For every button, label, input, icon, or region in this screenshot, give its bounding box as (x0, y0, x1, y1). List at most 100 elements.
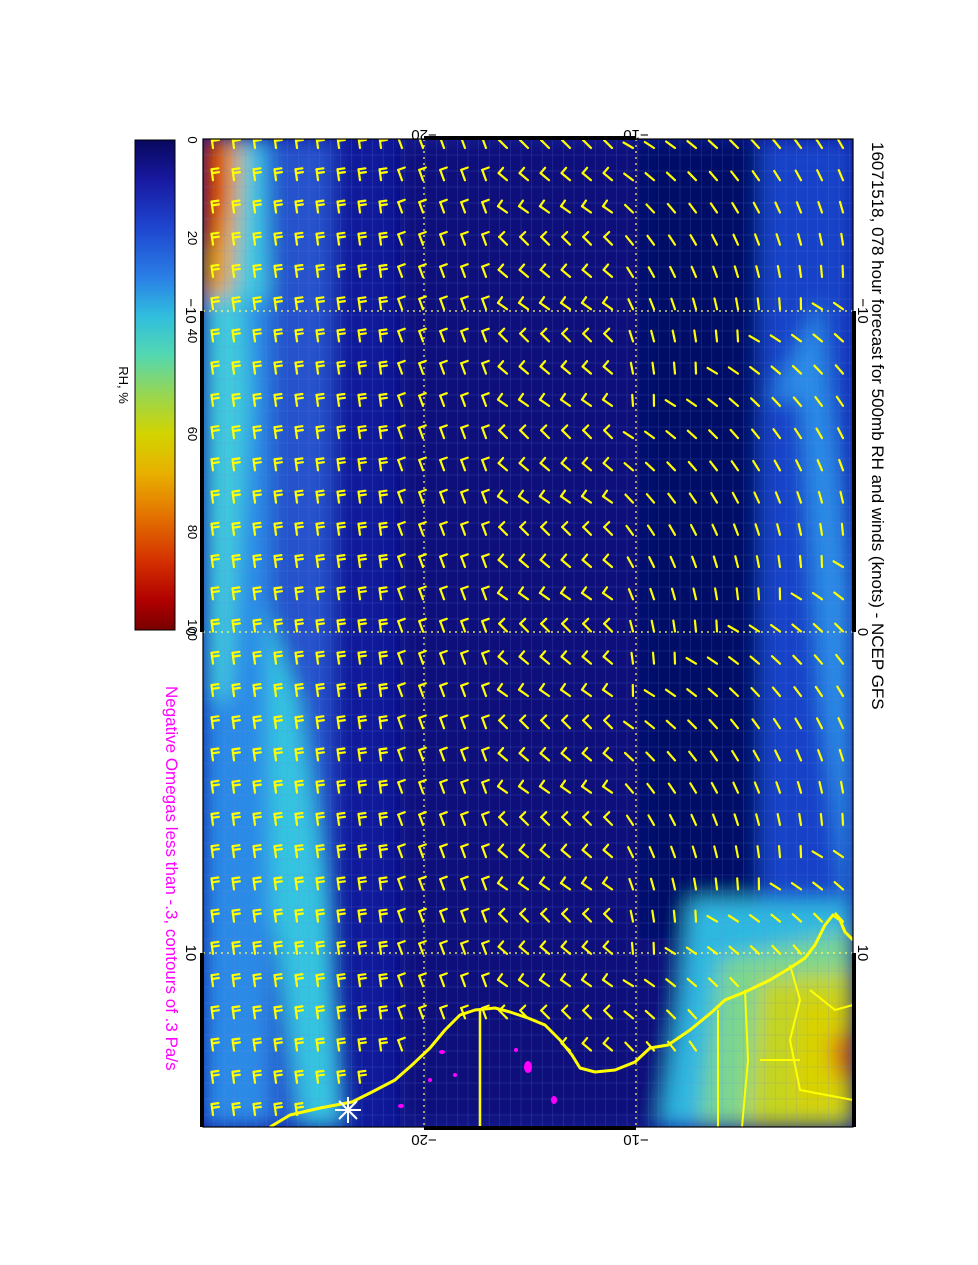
wind-barb (774, 491, 782, 504)
wind-barb (418, 1004, 427, 1020)
wind-barb (646, 234, 656, 246)
wind-barb (749, 913, 761, 923)
wind-barb (646, 782, 656, 794)
wind-barb (539, 553, 551, 569)
wind-barb (517, 972, 530, 988)
wind-barb (793, 686, 803, 698)
wind-barb (645, 203, 656, 214)
wind-barb (273, 489, 284, 504)
wind-barb (294, 521, 305, 536)
wind-barb (793, 427, 803, 440)
wind-barb (481, 198, 490, 214)
wind-barb (231, 1102, 242, 1117)
wind-barb (665, 719, 677, 730)
wind-barb (518, 360, 530, 375)
wind-barb (315, 263, 326, 278)
wind-barb (336, 844, 347, 859)
wind-barb (498, 520, 509, 536)
wind-barb (481, 811, 490, 827)
left-tick-label: 0 (182, 628, 199, 636)
wind-barb (273, 940, 284, 955)
wind-barb (538, 199, 551, 214)
wind-barb (336, 586, 347, 601)
wind-barb (460, 520, 469, 536)
wind-barb (651, 651, 656, 665)
wind-barb (517, 876, 530, 891)
wind-barb (397, 166, 406, 182)
wind-barb (378, 199, 389, 214)
wind-barb (294, 844, 305, 859)
wind-barb (231, 392, 242, 407)
wind-barb (481, 166, 490, 182)
wind-barb (731, 491, 740, 504)
wind-barb (713, 297, 719, 311)
wind-barb (252, 392, 263, 407)
wind-barb (601, 972, 614, 988)
wind-barb (439, 939, 448, 955)
wind-barb (833, 332, 845, 343)
map-panel: −20 −10 −20 −10 −10 0 10 −10 0 10 (182, 126, 871, 1148)
wind-barb (252, 973, 263, 988)
wind-barb (336, 489, 347, 504)
wind-barb (710, 233, 719, 246)
wind-barb (336, 1069, 347, 1084)
wind-barb (672, 619, 677, 633)
wind-barb (418, 843, 427, 859)
wind-barb (623, 462, 635, 472)
wind-barb (559, 682, 572, 698)
wind-barb (560, 843, 572, 859)
wind-barb (273, 1005, 284, 1020)
wind-barb (315, 683, 326, 698)
wind-barb (644, 461, 656, 472)
top-tick-label: −10 (623, 126, 648, 143)
wind-barb (460, 553, 469, 569)
wind-barb (815, 427, 824, 440)
wind-barb (497, 940, 509, 955)
wind-barb (315, 1005, 326, 1020)
wind-barb (561, 520, 572, 536)
wind-barb (418, 746, 427, 762)
wind-barb (418, 714, 427, 730)
wind-barb (481, 617, 490, 633)
wind-barb (665, 171, 677, 182)
wind-barb (210, 844, 221, 859)
wind-barb (622, 979, 635, 988)
wind-barb (231, 139, 242, 150)
wind-barb (561, 230, 572, 246)
left-tick-label: −10 (182, 298, 199, 323)
wind-barb (777, 844, 782, 859)
wind-barb (670, 297, 677, 311)
wind-barb (397, 682, 406, 698)
wind-barb (397, 907, 406, 923)
wind-barb (336, 392, 347, 407)
wind-barb (582, 520, 593, 536)
wind-barb (439, 585, 448, 601)
wind-barb (252, 231, 263, 246)
wind-barb (798, 554, 803, 569)
wind-barb (729, 718, 740, 730)
wind-barb (496, 392, 509, 407)
wind-barb (378, 139, 389, 150)
wind-barb (838, 748, 845, 762)
wind-barb (559, 296, 572, 311)
wind-barb (210, 908, 221, 923)
wind-barb (315, 618, 326, 633)
wind-barb (643, 978, 656, 988)
wind-barb (601, 876, 614, 891)
wind-barb (336, 199, 347, 214)
wind-barb (252, 554, 263, 569)
wind-barb (771, 139, 782, 150)
wind-barb (252, 844, 263, 859)
wind-barb (496, 586, 509, 601)
wind-barb (624, 235, 635, 246)
wind-barb (397, 359, 406, 375)
wind-barb (378, 425, 389, 440)
wind-barb (315, 199, 326, 214)
wind-barb (418, 682, 427, 698)
wind-barb (539, 166, 551, 182)
wind-barb (210, 811, 221, 827)
wind-barb (794, 169, 803, 182)
wind-barb (273, 167, 284, 182)
wind-barb (690, 265, 698, 278)
wind-barb (689, 523, 698, 536)
